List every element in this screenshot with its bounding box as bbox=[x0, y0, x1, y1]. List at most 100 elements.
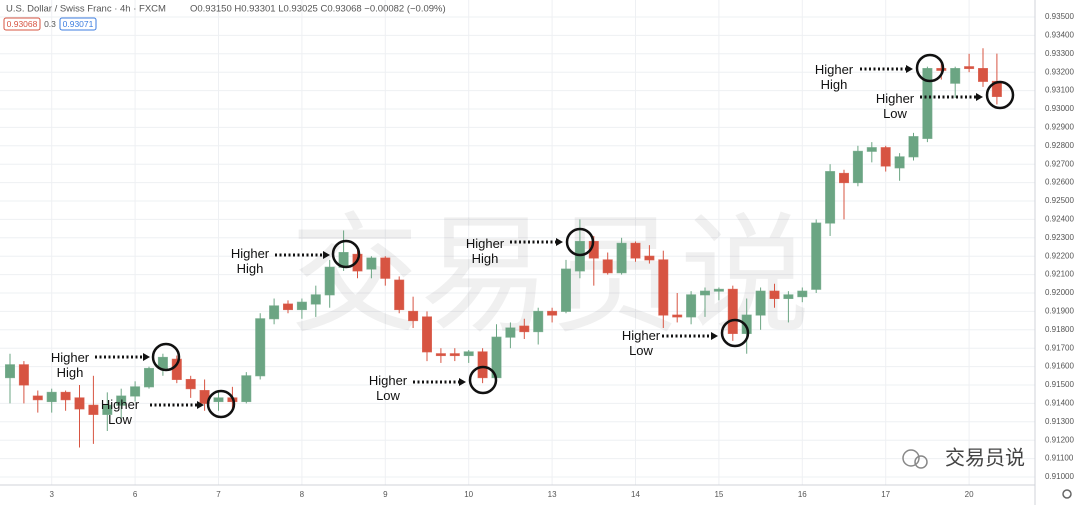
candle-body bbox=[5, 364, 15, 379]
candle-body bbox=[408, 310, 419, 322]
candle-body bbox=[255, 318, 266, 377]
x-tick-label: 3 bbox=[49, 490, 54, 499]
y-tick-label: 0.91400 bbox=[1045, 399, 1074, 408]
candle-body bbox=[922, 68, 933, 139]
y-tick-label: 0.93000 bbox=[1045, 104, 1074, 113]
wechat-icon bbox=[902, 449, 920, 467]
candle-body bbox=[88, 404, 99, 415]
highlight-circle bbox=[331, 239, 361, 269]
annotation: Higher Low bbox=[368, 373, 408, 403]
y-tick-label: 0.92800 bbox=[1045, 141, 1074, 150]
candle-body bbox=[157, 356, 168, 369]
y-tick-label: 0.91100 bbox=[1045, 454, 1074, 463]
highlight-circle bbox=[985, 80, 1015, 110]
arrow-head bbox=[906, 65, 913, 73]
candle-body bbox=[296, 301, 307, 311]
ohlc: O0.93150 H0.93301 L0.93025 C0.93068 −0.0… bbox=[190, 4, 446, 15]
candle-body bbox=[394, 279, 405, 311]
x-tick-label: 8 bbox=[300, 490, 305, 499]
candle-body bbox=[866, 147, 877, 152]
candle-body bbox=[46, 391, 57, 403]
x-tick-label: 6 bbox=[133, 490, 138, 499]
arrow-head bbox=[976, 93, 983, 101]
y-tick-label: 0.92100 bbox=[1045, 270, 1074, 279]
y-tick-label: 0.92300 bbox=[1045, 233, 1074, 242]
y-tick-label: 0.93400 bbox=[1045, 31, 1074, 40]
logo-text: 交易员说 bbox=[945, 446, 1025, 470]
highlight-circle bbox=[206, 389, 236, 419]
candle-body bbox=[283, 303, 293, 311]
annotation: Higher High bbox=[230, 246, 270, 276]
candle-body bbox=[797, 290, 808, 298]
y-tick-label: 0.91000 bbox=[1045, 472, 1074, 481]
highlight-circle bbox=[468, 365, 498, 395]
candle-body bbox=[422, 316, 432, 353]
x-tick-label: 10 bbox=[464, 490, 473, 499]
arrow-head bbox=[459, 378, 466, 386]
y-tick-label: 0.92900 bbox=[1045, 123, 1074, 132]
annotation: Higher Low bbox=[621, 328, 661, 358]
candle-body bbox=[380, 257, 391, 279]
candle-body bbox=[811, 222, 822, 290]
candle-body bbox=[700, 290, 710, 296]
y-tick-label: 0.93100 bbox=[1045, 86, 1074, 95]
candle-body bbox=[18, 364, 29, 386]
candle-body bbox=[366, 257, 377, 270]
candle-body bbox=[672, 314, 683, 318]
bid-box[interactable] bbox=[3, 17, 41, 31]
x-tick-label: 14 bbox=[631, 490, 640, 499]
candle-body bbox=[602, 259, 613, 274]
bid: 0.93068 bbox=[7, 19, 38, 29]
annotation: Higher Low bbox=[875, 91, 915, 121]
wechat-icon bbox=[914, 455, 928, 469]
candle-body bbox=[727, 288, 738, 334]
y-tick-label: 0.91300 bbox=[1045, 417, 1074, 426]
candle-body bbox=[324, 266, 335, 296]
candle-body bbox=[477, 351, 488, 379]
y-tick-label: 0.91500 bbox=[1045, 380, 1074, 389]
candle-body bbox=[449, 353, 460, 357]
candle-body bbox=[269, 305, 280, 320]
candle-body bbox=[908, 136, 919, 158]
arrow-head bbox=[323, 251, 330, 259]
x-tick-label: 20 bbox=[965, 490, 974, 499]
x-tick-label: 15 bbox=[714, 490, 723, 499]
candle-body bbox=[658, 259, 669, 316]
candle-body bbox=[616, 242, 627, 274]
candle-body bbox=[32, 395, 43, 401]
candle-body bbox=[755, 290, 766, 316]
y-tick-label: 0.91900 bbox=[1045, 307, 1074, 316]
highlight-circle bbox=[565, 227, 595, 257]
ask-box[interactable] bbox=[59, 17, 97, 31]
y-tick-label: 0.92600 bbox=[1045, 178, 1074, 187]
candle-body bbox=[241, 375, 252, 403]
candle-body bbox=[880, 147, 891, 167]
candle-body bbox=[644, 255, 655, 261]
candle-body bbox=[310, 294, 321, 305]
candle-body bbox=[130, 386, 141, 397]
settings-icon[interactable] bbox=[1062, 489, 1072, 499]
x-tick-label: 7 bbox=[216, 490, 221, 499]
candle-body bbox=[964, 66, 975, 70]
y-tick-label: 0.93200 bbox=[1045, 67, 1074, 76]
y-tick-label: 0.92000 bbox=[1045, 288, 1074, 297]
candle-body bbox=[769, 290, 780, 300]
highlight-circle bbox=[151, 342, 181, 372]
x-tick-label: 16 bbox=[798, 490, 807, 499]
ask: 0.93071 bbox=[63, 19, 94, 29]
x-tick-label: 9 bbox=[383, 490, 388, 499]
candle-body bbox=[74, 397, 85, 410]
candle-body bbox=[352, 253, 363, 272]
spread: 0.3 bbox=[44, 19, 56, 29]
candle-body bbox=[505, 327, 516, 338]
x-tick-label: 17 bbox=[881, 490, 890, 499]
candle-body bbox=[561, 268, 571, 312]
y-tick-label: 0.92700 bbox=[1045, 159, 1074, 168]
arrow-head bbox=[143, 353, 150, 361]
candle-body bbox=[102, 404, 113, 415]
y-tick-label: 0.92200 bbox=[1045, 251, 1074, 260]
candle-body bbox=[144, 367, 154, 388]
candle-body bbox=[116, 395, 127, 406]
symbol: U.S. Dollar / Swiss Franc · 4h · FXCM bbox=[6, 4, 166, 15]
